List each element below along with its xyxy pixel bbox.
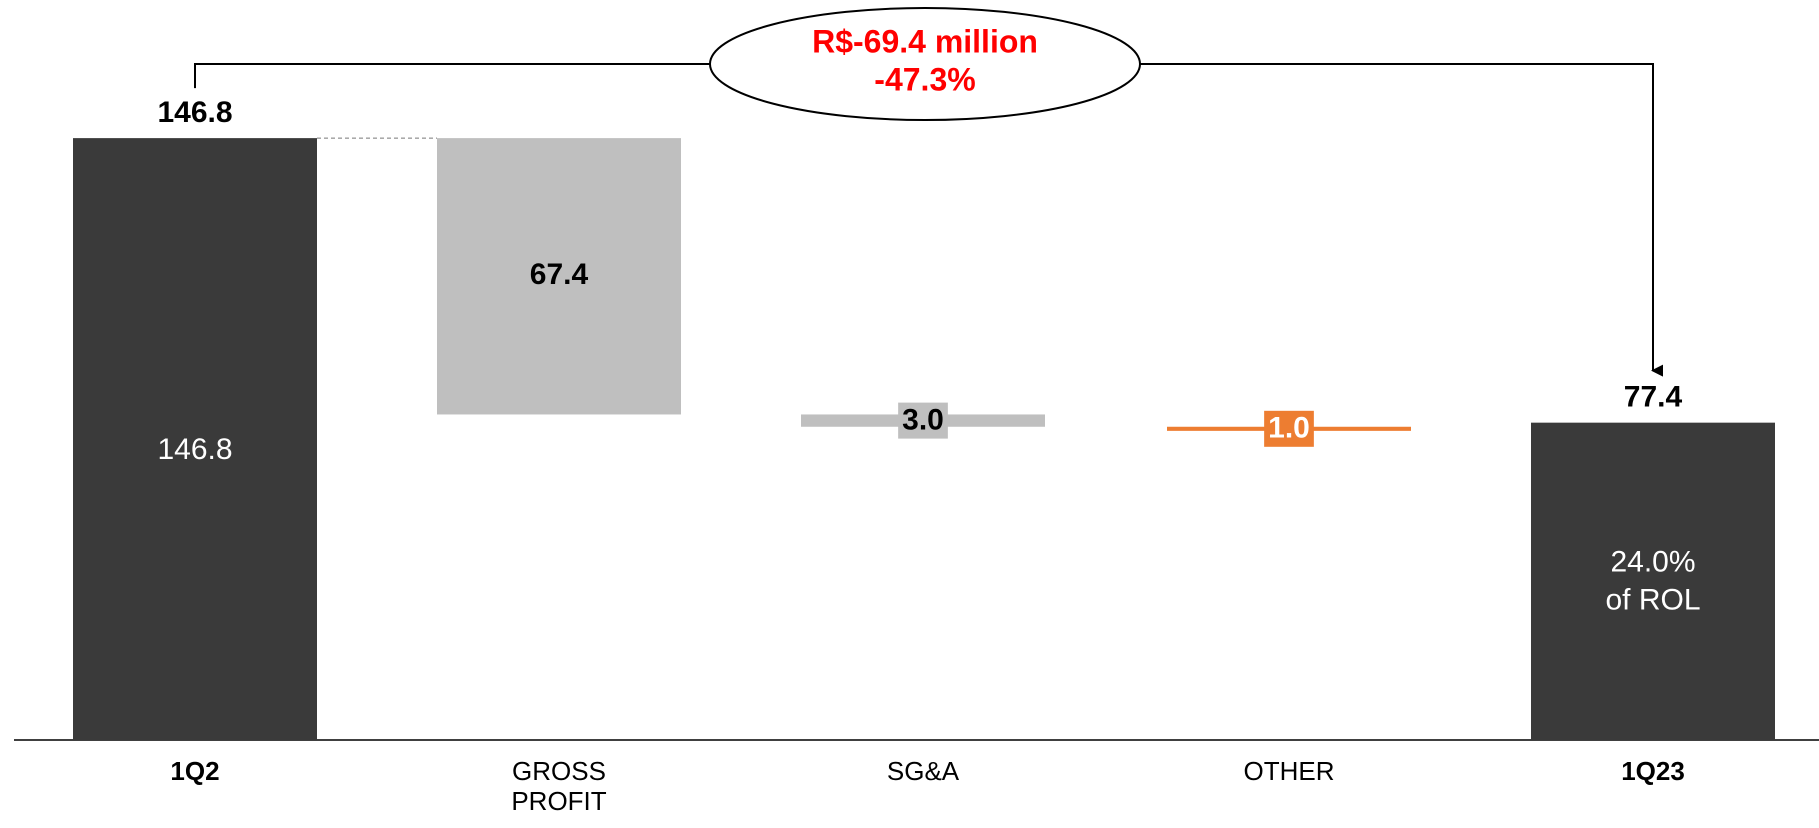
bracket [194,63,710,89]
label-box [1264,410,1314,447]
bar [1531,422,1775,740]
annotation: -47.3% [874,61,975,97]
bar-label: 67.4 [530,258,589,291]
bracket-arrow [1140,63,1663,377]
end-note: 24.0% [1610,545,1695,578]
category-label: OTHER [1243,756,1335,786]
category-label: 1Q23 [1621,756,1685,786]
category-label: 1Q2 [170,756,220,786]
annotation: R$-69.4 million [812,23,1038,59]
category-label: SG&A [886,756,960,786]
bar-inner-label: 146.8 [157,433,232,466]
bar-label: 3.0 [902,404,944,437]
end-note: of ROL [1605,583,1700,616]
bar [73,138,317,740]
annotation-ellipse [709,7,1141,121]
total-label: 146.8 [157,96,232,129]
label-box [898,402,948,439]
bar-label: 1.0 [1268,412,1310,445]
total-label: 77.4 [1624,381,1683,414]
bar [437,138,681,415]
category-label: GROSS PROFIT [511,756,607,816]
